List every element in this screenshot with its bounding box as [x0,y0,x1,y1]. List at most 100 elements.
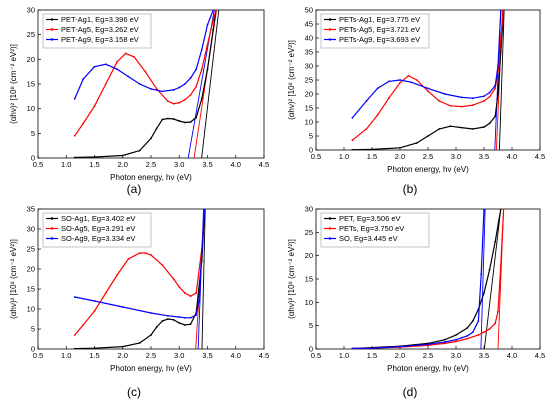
x-tick-label: 1.0 [339,351,349,360]
legend-entry: PETs-Ag1, Eg=3.775 eV [339,15,420,24]
series-point [172,89,175,91]
series-point [365,128,368,130]
y-tick-label: 35 [305,48,313,57]
series-point [200,97,203,100]
series-point [144,252,147,254]
series-point [455,338,457,341]
series-point [200,68,203,71]
legend-marker [328,38,332,41]
series-point [471,320,474,322]
series-point [499,10,502,11]
series-point [365,100,368,102]
series-point [184,98,186,101]
series-point [376,114,379,116]
series-point [116,68,118,71]
chart-panel-4: 0.5 1.0 1.5 2.0 2.5 3.0 3.5 4.0 4.5 0 5 10 15 20 25 30 P… [287,205,545,400]
series-point [124,52,127,55]
series-point [477,320,480,322]
series-point [195,292,198,294]
y-tick-label: 45 [305,20,313,29]
legend-marker [50,217,54,220]
series-point [104,83,107,85]
y-tick-label: 30 [305,205,313,214]
x-tick-label: 3.0 [174,351,184,360]
x-tick-label: 3.5 [479,351,489,360]
series-point [438,100,441,102]
legend-marker [50,237,54,240]
series-point [488,91,491,94]
series-point [127,75,130,78]
series-point [200,48,203,51]
series-point [93,105,96,108]
x-tick-label: 3.5 [202,351,212,360]
series-point [150,312,152,314]
series-point [172,278,175,280]
series-point [499,264,502,266]
series-point [189,93,192,96]
series-point [189,295,192,298]
series-point [195,314,198,316]
x-tick-label: 4.5 [259,160,269,169]
series-point [73,334,76,336]
legend-box [42,212,152,248]
series-point [195,116,198,119]
series-point [351,347,354,349]
y-tick-label: 15 [305,104,313,113]
series-point [121,154,124,157]
series-point [195,85,198,88]
series-point [399,79,401,81]
x-tick-label: 1.0 [61,160,71,169]
series-point [427,90,429,93]
series-point [443,93,446,95]
panel-label: (b) [403,182,418,196]
x-tick-label: 2.0 [118,351,128,360]
tangent-fit-line [498,10,505,150]
series-point [82,324,85,326]
series-point [483,95,485,98]
series-point [73,156,76,158]
series-point [460,126,463,129]
series-point [477,334,480,336]
y-tick-label: 5 [309,321,313,330]
y-tick-label: 15 [27,80,35,89]
series-point [155,88,158,90]
series-point [488,268,491,271]
series-point [155,127,158,130]
series-point [455,334,457,336]
legend-entry: SO-Ag5, Eg=3.291 eV [61,224,135,233]
x-tick-label: 1.0 [61,351,71,360]
series-point [449,104,452,107]
panel-label: (d) [403,385,418,399]
tangent-fit-line [480,209,486,349]
legend-marker [50,38,54,41]
series-point [206,68,209,71]
series-point [399,345,401,348]
series-point [172,118,175,120]
y-tick-label: 20 [27,265,35,274]
series-point [499,209,502,210]
legend-marker [50,227,54,230]
series-point [178,86,181,89]
y-tick-label: 5 [31,129,35,138]
series-point [351,116,354,119]
series-point [167,314,169,317]
series-point [387,97,390,100]
series-point [93,156,96,158]
plot-area [351,10,505,150]
y-axis-label: (αhν)² [10⁸ (cm⁻² eV²)] [287,40,296,120]
x-tick-label: 4.0 [231,160,241,169]
x-axis-label: Photon energy, hν (eV) [110,364,192,373]
x-axis-label: Photon energy, hν (eV) [387,165,469,174]
x-tick-label: 4.0 [231,351,241,360]
series-point [483,126,485,128]
x-tick-label: 0.5 [33,351,43,360]
series-point [471,128,474,130]
series-point [93,300,96,302]
series-point [494,115,497,118]
series-point [376,87,379,90]
series-point [127,258,130,260]
series-point [189,121,192,123]
series-point [167,117,169,120]
